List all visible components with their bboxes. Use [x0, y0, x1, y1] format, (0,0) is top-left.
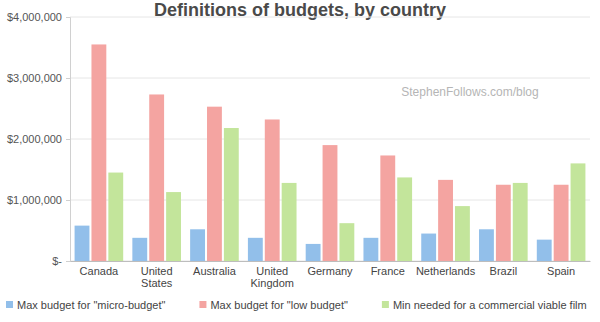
bar	[479, 229, 494, 261]
y-tick-label: $1,000,000	[7, 194, 62, 206]
y-tick: $2,000,000	[7, 133, 70, 145]
grid	[70, 17, 590, 261]
annotation: StephenFollows.com/blog	[401, 85, 538, 99]
y-tick-mark	[66, 78, 70, 79]
bar	[75, 226, 90, 261]
x-tick: Germany	[307, 261, 353, 277]
bar	[306, 244, 321, 261]
bar	[397, 177, 412, 261]
x-tick-label: Netherlands	[416, 265, 476, 277]
series	[91, 44, 568, 261]
y-tick-mark	[66, 261, 70, 262]
x-tick-label: UnitedStates	[141, 265, 173, 290]
y-tick: $4,000,000	[7, 11, 70, 23]
x-tick: Canada	[80, 261, 119, 277]
y-tick-label: $-	[52, 255, 62, 267]
y-axis: $- $1,000,000 $2,000,000 $3,000,000 $4,000,0…	[7, 11, 71, 267]
x-tick: Netherlands	[416, 261, 476, 277]
bar	[207, 107, 222, 261]
legend-label: Max budget for "micro-budget"	[17, 299, 166, 311]
bar	[571, 163, 586, 261]
y-axis-line	[66, 18, 71, 262]
bar	[513, 183, 528, 261]
series	[75, 226, 552, 261]
grid-line	[70, 17, 590, 18]
plot: $- $1,000,000 $2,000,000 $3,000,000 $4,000,0…	[7, 11, 591, 289]
y-tick-label: $2,000,000	[7, 133, 62, 145]
x-axis-line	[71, 261, 591, 262]
legend-swatch	[6, 301, 13, 308]
y-tick-label: $3,000,000	[7, 72, 62, 84]
x-tick: UnitedKingdom	[251, 261, 294, 289]
x-tick: Australia	[193, 261, 237, 277]
y-tick-mark	[66, 139, 70, 140]
y-tick-mark	[66, 200, 70, 201]
x-tick-label: France	[371, 265, 405, 277]
x-tick-label: Australia	[193, 265, 237, 277]
y-tick-mark	[66, 17, 70, 18]
legend-item: Max budget for "low budget"	[199, 299, 348, 311]
x-tick: France	[371, 261, 405, 277]
legend-item: Max budget for "micro-budget"	[6, 299, 166, 311]
y-tick: $-	[52, 255, 70, 267]
y-tick-label: $4,000,000	[7, 11, 62, 23]
grid-line	[70, 139, 590, 140]
x-axis: Canada UnitedStates Australia UnitedKingdom…	[71, 261, 591, 289]
x-tick: Brazil	[490, 261, 518, 277]
x-tick-label: Germany	[307, 265, 353, 277]
bar	[265, 119, 280, 261]
bar	[496, 185, 511, 261]
y-tick: $1,000,000	[7, 194, 70, 206]
grid-line	[70, 78, 590, 79]
bar	[537, 240, 552, 261]
bar	[91, 44, 106, 261]
bar	[380, 155, 395, 261]
x-tick-label: Brazil	[490, 265, 518, 277]
bar	[363, 238, 378, 261]
legend-label: Min needed for a commercial viable film	[393, 299, 587, 311]
x-tick-label: Canada	[80, 265, 119, 277]
bars	[75, 44, 586, 261]
bar	[282, 183, 297, 261]
y-tick: $3,000,000	[7, 72, 70, 84]
legend-label: Max budget for "low budget"	[210, 299, 348, 311]
bar	[132, 238, 147, 261]
bar	[190, 229, 205, 261]
chart: Definitions of budgets, by country$-$1,0…	[0, 0, 600, 322]
legend: Max budget for "micro-budget" Max budget …	[6, 299, 587, 311]
legend-item: Min needed for a commercial viable film	[382, 299, 587, 311]
bar	[166, 192, 181, 261]
bar	[455, 206, 470, 261]
bar	[224, 128, 239, 261]
legend-swatch	[199, 301, 206, 308]
bar	[248, 238, 263, 261]
x-tick: Spain	[547, 261, 575, 277]
x-tick-label: UnitedKingdom	[251, 265, 294, 290]
bar	[149, 94, 164, 261]
bar	[323, 145, 338, 261]
bar	[421, 234, 436, 261]
x-tick-label: Spain	[547, 265, 575, 277]
bar	[339, 223, 354, 261]
bar	[438, 180, 453, 261]
x-tick: UnitedStates	[141, 261, 173, 289]
series	[108, 128, 585, 261]
bar	[108, 173, 123, 261]
bar	[554, 185, 569, 261]
legend-swatch	[382, 301, 389, 308]
